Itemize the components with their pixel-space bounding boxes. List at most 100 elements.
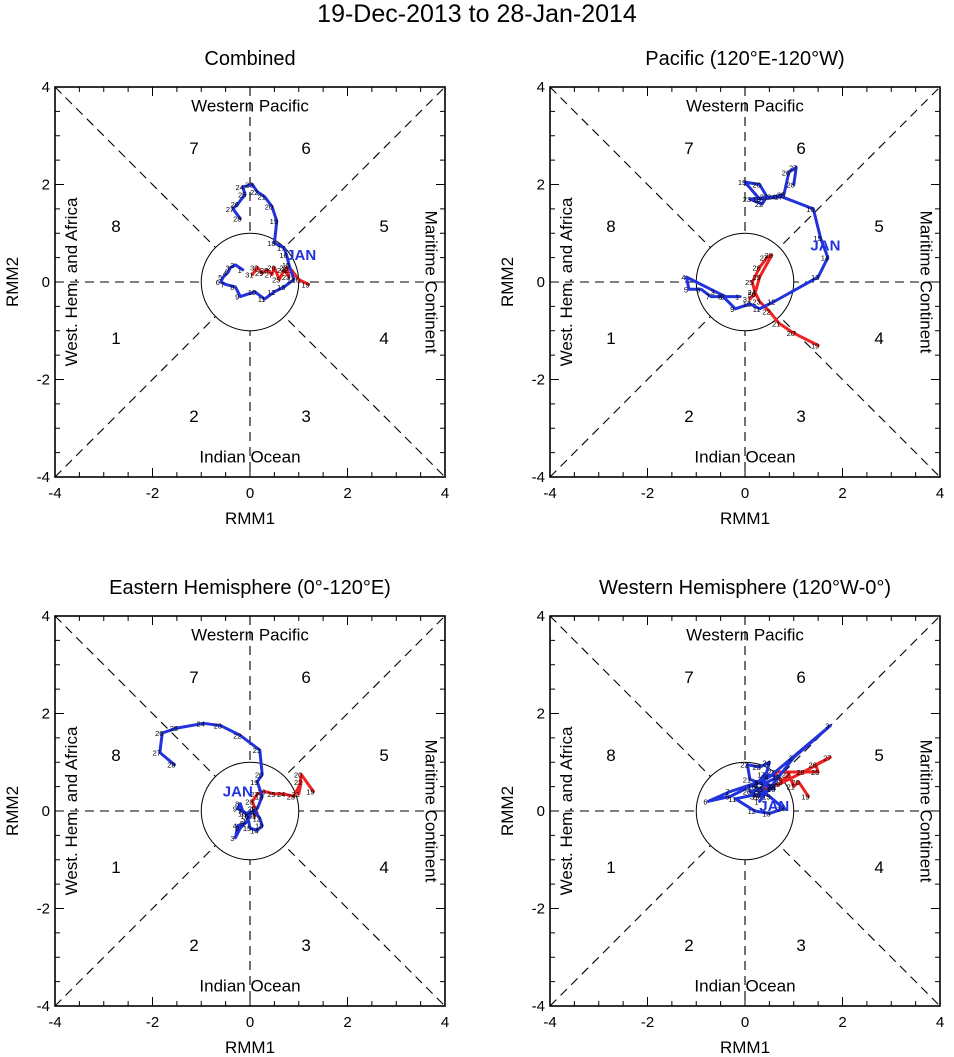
phase-number-3: 3: [796, 936, 805, 955]
day-label: 7: [221, 280, 225, 289]
phase-number-7: 7: [189, 668, 198, 687]
day-label: 24: [762, 758, 770, 767]
day-label: 27: [823, 753, 831, 762]
day-label: 15: [813, 234, 821, 243]
day-label: 24: [767, 193, 775, 202]
month-label: JAN: [810, 237, 840, 254]
phase-number-1: 1: [111, 858, 120, 877]
day-label: 14: [777, 805, 785, 814]
series-line-dec: [755, 755, 832, 798]
phase-number-1: 1: [606, 858, 615, 877]
day-label: 28: [245, 797, 253, 806]
phase-number-6: 6: [796, 139, 805, 158]
day-label: 24: [197, 719, 205, 728]
phase-number-3: 3: [301, 936, 310, 955]
day-label: 11: [728, 795, 736, 804]
y-tick-label: -2: [37, 372, 50, 389]
day-label: 16: [806, 205, 814, 214]
day-label: 22: [279, 263, 287, 272]
day-label: 7: [706, 293, 710, 302]
series-line-jan: [685, 165, 830, 311]
day-label: 29: [752, 273, 760, 282]
phase-number-7: 7: [189, 139, 198, 158]
region-label-right: Maritime Continent: [422, 211, 441, 354]
day-label: 22: [782, 770, 790, 779]
day-label: 27: [153, 749, 161, 758]
phase-number-1: 1: [606, 329, 615, 348]
region-label-top: Western Pacific: [686, 96, 804, 115]
x-tick-label: -2: [641, 1014, 654, 1031]
y-tick-label: 4: [42, 79, 50, 96]
panel-4: Western Hemisphere (120°W-0°) -4-4 -2 -2 0 0 2…: [498, 577, 944, 1057]
day-label: 15: [762, 792, 770, 801]
day-label: 23: [743, 195, 751, 204]
y-tick-label: 2: [42, 177, 50, 194]
phase-number-7: 7: [684, 668, 693, 687]
y-axis-label: RMM2: [498, 257, 517, 307]
day-label: 4: [764, 773, 768, 782]
day-label: 13: [277, 283, 285, 292]
day-label: 20: [255, 770, 263, 779]
day-label: 25: [170, 724, 178, 733]
day-label: 25: [272, 276, 280, 285]
day-label: 10: [248, 288, 256, 297]
day-label: 23: [245, 181, 253, 190]
phase-number-5: 5: [379, 217, 388, 236]
day-label: 2: [789, 753, 793, 762]
day-label: 12: [267, 288, 275, 297]
day-label: 23: [214, 722, 222, 731]
day-label: 20: [787, 329, 795, 338]
phase-number-5: 5: [874, 217, 883, 236]
x-tick-label: -2: [146, 485, 159, 502]
day-label: 9: [233, 805, 237, 814]
y-tick-label: 0: [537, 274, 545, 291]
region-label-bottom: Indian Ocean: [199, 976, 300, 995]
day-label: 25: [811, 768, 819, 777]
day-label: 25: [755, 785, 763, 794]
day-label: 31: [248, 812, 256, 821]
region-label-bottom: Indian Ocean: [199, 447, 300, 466]
day-label: 3: [711, 288, 715, 297]
y-tick-label: 0: [537, 803, 545, 820]
day-label: 14: [287, 276, 295, 285]
day-label: 6: [245, 812, 249, 821]
phase-number-7: 7: [684, 139, 693, 158]
day-label: 2: [230, 261, 234, 270]
day-label: 23: [752, 763, 760, 772]
y-axis-label: RMM2: [3, 257, 22, 307]
day-label: 31: [743, 295, 751, 304]
day-label: 7: [725, 788, 729, 797]
day-label: 22: [755, 200, 763, 209]
day-label: 16: [748, 783, 756, 792]
y-tick-label: 4: [537, 79, 545, 96]
x-tick-label: 4: [441, 485, 449, 502]
day-label: 4: [233, 822, 237, 831]
x-axis-label: RMM1: [225, 1038, 275, 1057]
phase-number-4: 4: [874, 329, 883, 348]
day-label: 22: [233, 731, 241, 740]
phase-number-3: 3: [301, 407, 310, 426]
day-label: 12: [767, 298, 775, 307]
y-axis-label: RMM2: [3, 786, 22, 836]
day-label: 27: [265, 271, 273, 280]
series-line-dec: [748, 253, 820, 347]
panel-title: Combined: [204, 48, 295, 70]
day-label: 20: [294, 770, 302, 779]
day-label: 9: [769, 783, 773, 792]
day-label: 26: [267, 263, 275, 272]
day-label: 29: [248, 805, 256, 814]
day-label: 10: [238, 809, 246, 818]
day-label: 21: [257, 193, 265, 202]
day-label: 20: [265, 202, 273, 211]
y-tick-label: -4: [532, 469, 545, 486]
phase-number-5: 5: [379, 746, 388, 765]
day-label: 24: [277, 790, 285, 799]
region-label-top: Western Pacific: [686, 625, 804, 644]
day-label: 19: [738, 178, 746, 187]
day-label: 13: [811, 273, 819, 282]
phase-number-8: 8: [111, 217, 120, 236]
region-label-right: Maritime Continent: [422, 740, 441, 883]
x-tick-label: -2: [146, 1014, 159, 1031]
day-label: 3: [225, 263, 229, 272]
